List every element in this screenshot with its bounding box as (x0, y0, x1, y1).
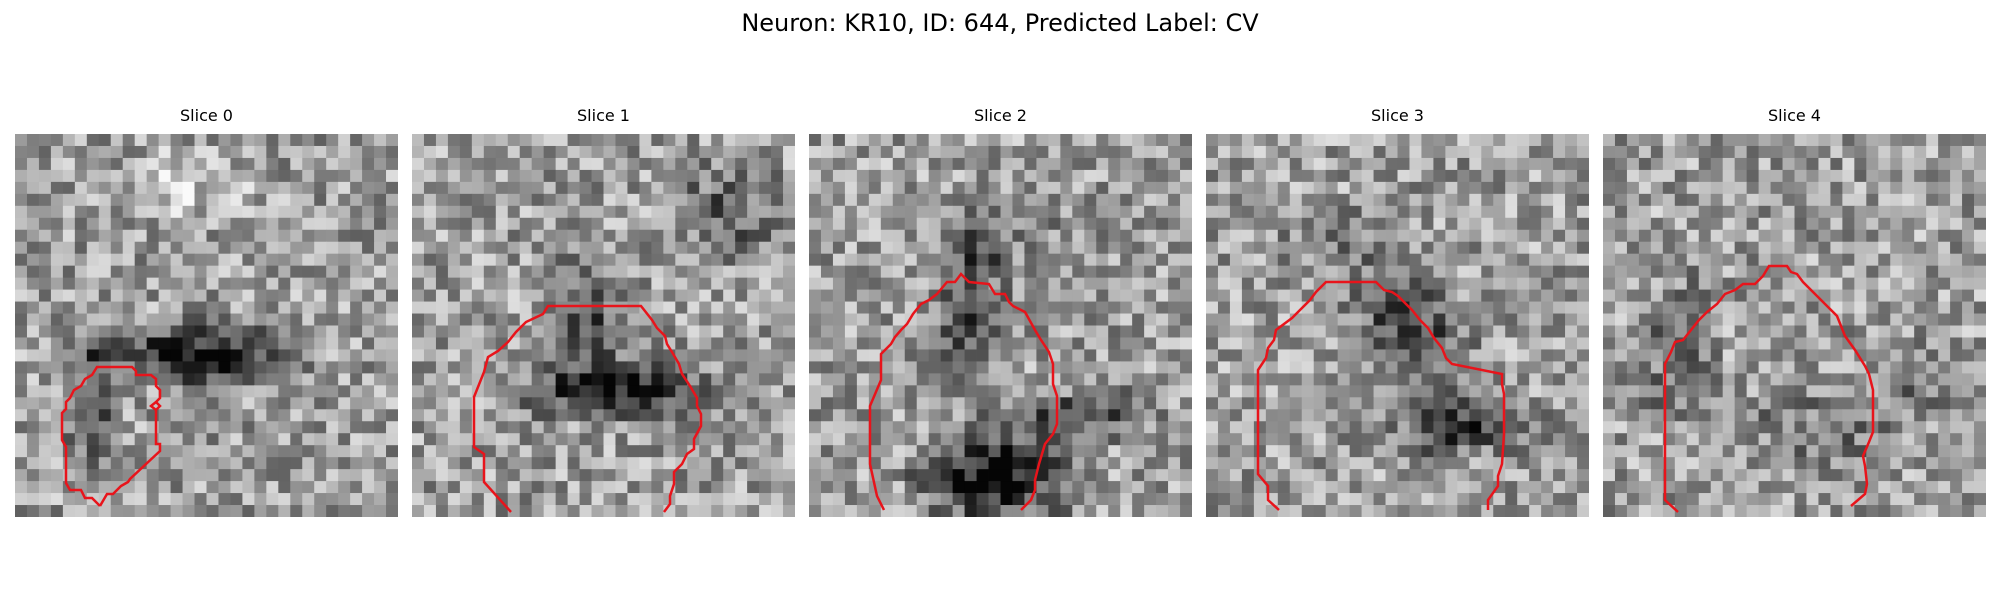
microscopy-image (412, 134, 795, 517)
roi-contour (1663, 264, 1875, 513)
slice-image-2 (809, 134, 1192, 517)
slice-image-1 (412, 134, 795, 517)
slice-title-3: Slice 3 (1371, 106, 1424, 125)
slice-title-2: Slice 2 (974, 106, 1027, 125)
slice-image-0 (15, 134, 398, 517)
roi-contour (868, 272, 1059, 511)
roi-contour (1256, 280, 1506, 511)
microscopy-image (1603, 134, 1986, 517)
microscopy-image (809, 134, 1192, 517)
microscopy-image (1206, 134, 1589, 517)
slice-image-4 (1603, 134, 1986, 517)
roi-contour (472, 304, 703, 513)
roi-contour (60, 365, 162, 507)
slice-title-0: Slice 0 (180, 106, 233, 125)
figure-title: Neuron: KR10, ID: 644, Predicted Label: … (741, 9, 1259, 37)
slice-image-3 (1206, 134, 1589, 517)
microscopy-image (15, 134, 398, 517)
slice-title-4: Slice 4 (1768, 106, 1821, 125)
slice-title-1: Slice 1 (577, 106, 630, 125)
